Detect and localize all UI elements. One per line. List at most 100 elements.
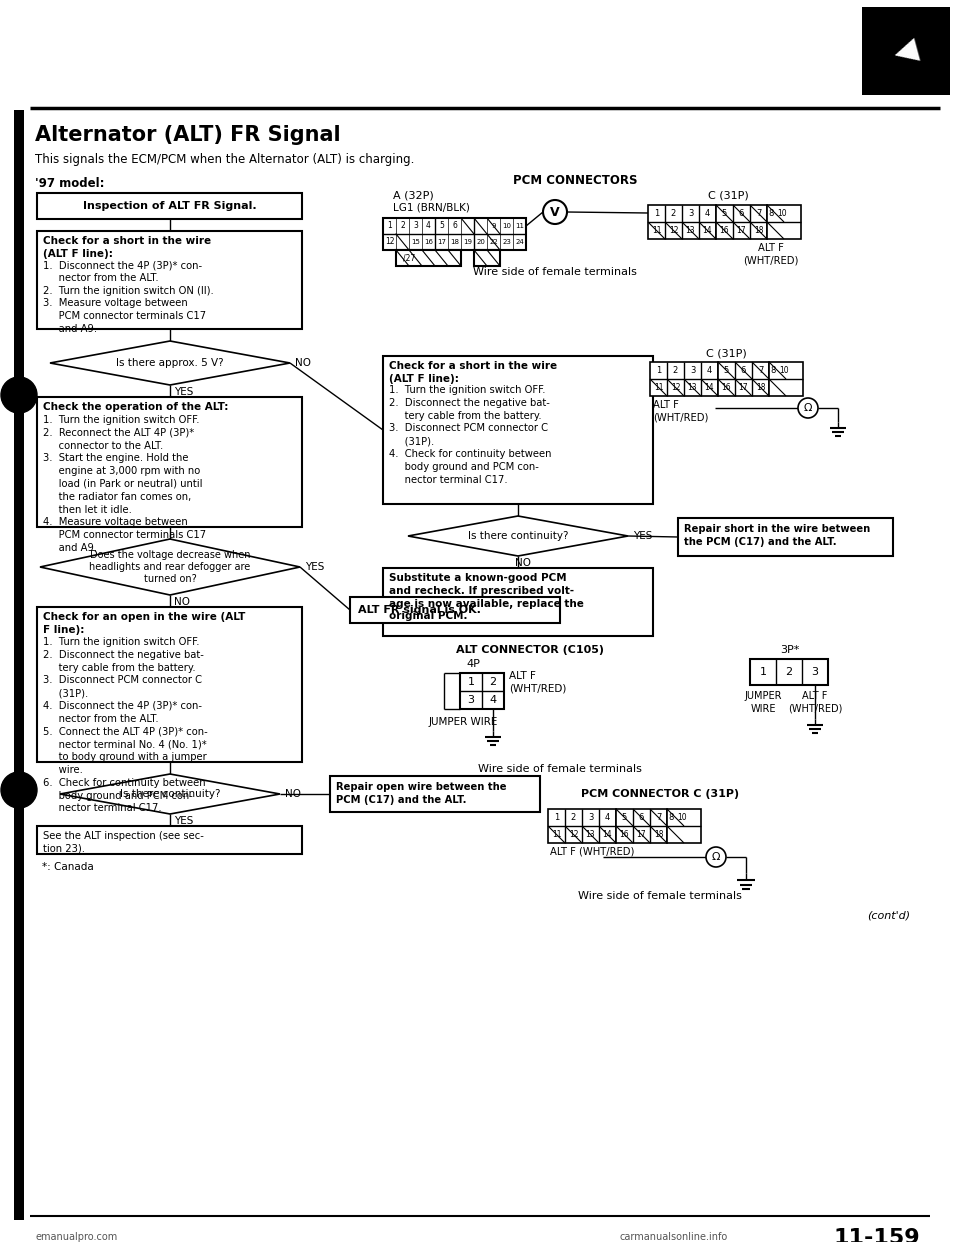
Text: 13: 13 [687,383,697,392]
Circle shape [543,200,567,224]
Text: 2: 2 [785,667,793,677]
Text: 24: 24 [516,238,524,245]
Text: NO: NO [174,597,190,607]
Bar [767,205,801,238]
Text: 18: 18 [754,226,763,235]
Text: Inspection of ALT FR Signal.: Inspection of ALT FR Signal. [83,201,256,211]
Text: 18: 18 [756,383,765,392]
Text: 13: 13 [586,830,595,840]
Circle shape [1,378,37,414]
Text: Alternator (ALT) FR Signal: Alternator (ALT) FR Signal [35,125,341,145]
Bar [716,205,767,238]
Bar [37,607,302,763]
Text: Ω: Ω [804,402,812,414]
Text: Check for an open in the wire (ALT
F line):: Check for an open in the wire (ALT F lin… [43,612,246,635]
Text: 11: 11 [515,224,524,229]
Bar [718,361,769,396]
Text: 7: 7 [757,366,763,375]
Text: 17: 17 [738,383,748,392]
Bar [667,809,701,843]
Text: ◀: ◀ [891,35,921,70]
Text: 20: 20 [476,238,485,245]
Text: ALT F (WHT/RED): ALT F (WHT/RED) [550,847,635,857]
Bar [14,111,24,1220]
Text: ALT F
(WHT/RED): ALT F (WHT/RED) [743,243,799,266]
Text: 1.  Turn the ignition switch OFF.
2.  Disconnect the negative bat-
     tery cab: 1. Turn the ignition switch OFF. 2. Disc… [43,637,207,814]
Polygon shape [408,515,628,556]
Bar [396,250,461,266]
Polygon shape [40,539,300,595]
Text: 17: 17 [736,226,746,235]
Polygon shape [50,342,290,385]
Text: 6: 6 [452,221,457,231]
Text: 10: 10 [677,814,686,822]
Bar [383,356,653,504]
Text: YES: YES [305,561,324,573]
Text: 2: 2 [671,209,676,219]
Bar [474,250,500,266]
Text: V: V [550,205,560,219]
Text: LG1 (BRN/BLK): LG1 (BRN/BLK) [393,202,469,212]
Text: 2: 2 [400,221,405,231]
Text: 5: 5 [724,366,730,375]
Bar [330,776,540,812]
Text: 4: 4 [605,814,611,822]
Text: 18: 18 [450,238,459,245]
Text: 4: 4 [490,696,496,705]
Text: (cont'd): (cont'd) [867,910,910,922]
Text: ALT F
(WHT/RED): ALT F (WHT/RED) [653,400,708,422]
Text: 10: 10 [779,366,788,375]
Text: Is there continuity?: Is there continuity? [120,789,220,799]
Text: YES: YES [633,532,653,542]
Text: 7: 7 [656,814,661,822]
Circle shape [1,773,37,809]
Bar [648,205,716,238]
Text: carmanualsonline.info: carmanualsonline.info [620,1232,729,1242]
Text: Is there approx. 5 V?: Is there approx. 5 V? [116,358,224,368]
Text: 11: 11 [652,226,661,235]
Text: 16: 16 [722,383,732,392]
Text: 4: 4 [705,209,710,219]
Text: ALT F
(WHT/RED): ALT F (WHT/RED) [509,671,566,693]
Text: 1: 1 [387,221,392,231]
Text: Check for a short in the wire
(ALT F line):: Check for a short in the wire (ALT F lin… [389,361,557,384]
Text: 4P: 4P [466,660,480,669]
Text: emanualpro.com: emanualpro.com [35,1232,117,1242]
Text: JUMPER WIRE: JUMPER WIRE [428,717,497,727]
Text: PCM CONNECTORS: PCM CONNECTORS [513,174,637,188]
Text: C (31P): C (31P) [706,348,746,358]
Text: Ω: Ω [711,852,720,862]
Text: 1.  Turn the ignition switch OFF.
2.  Reconnect the ALT 4P (3P)*
     connector : 1. Turn the ignition switch OFF. 2. Reco… [43,415,206,553]
Text: 10: 10 [777,209,786,219]
Text: 17: 17 [636,830,646,840]
Text: NO: NO [515,558,531,568]
Text: 12: 12 [568,830,578,840]
Text: 2: 2 [490,677,496,687]
Circle shape [798,397,818,419]
Text: NO: NO [285,789,301,799]
Circle shape [706,847,726,867]
Text: 14: 14 [603,830,612,840]
Polygon shape [60,774,280,814]
Text: 3: 3 [690,366,695,375]
Text: 2: 2 [571,814,576,822]
Text: 1: 1 [656,366,661,375]
Text: Substitute a known-good PCM
and recheck. If prescribed volt-
age is now availabl: Substitute a known-good PCM and recheck.… [389,573,584,621]
Text: 9: 9 [492,224,495,229]
Text: 14: 14 [703,226,712,235]
Text: 3P*: 3P* [780,645,800,655]
Bar [37,231,302,329]
Text: *: Canada: *: Canada [42,862,94,872]
Text: 16: 16 [620,830,630,840]
Text: 16: 16 [424,238,433,245]
Text: ALT CONNECTOR (C105): ALT CONNECTOR (C105) [456,645,604,655]
Text: YES: YES [174,388,193,397]
Text: 6: 6 [739,209,744,219]
Text: 3: 3 [811,667,819,677]
Text: 22: 22 [490,238,498,245]
Text: 1: 1 [554,814,559,822]
Bar [37,397,302,527]
Text: /27: /27 [403,253,415,262]
Bar [548,809,616,843]
Text: 4: 4 [707,366,712,375]
